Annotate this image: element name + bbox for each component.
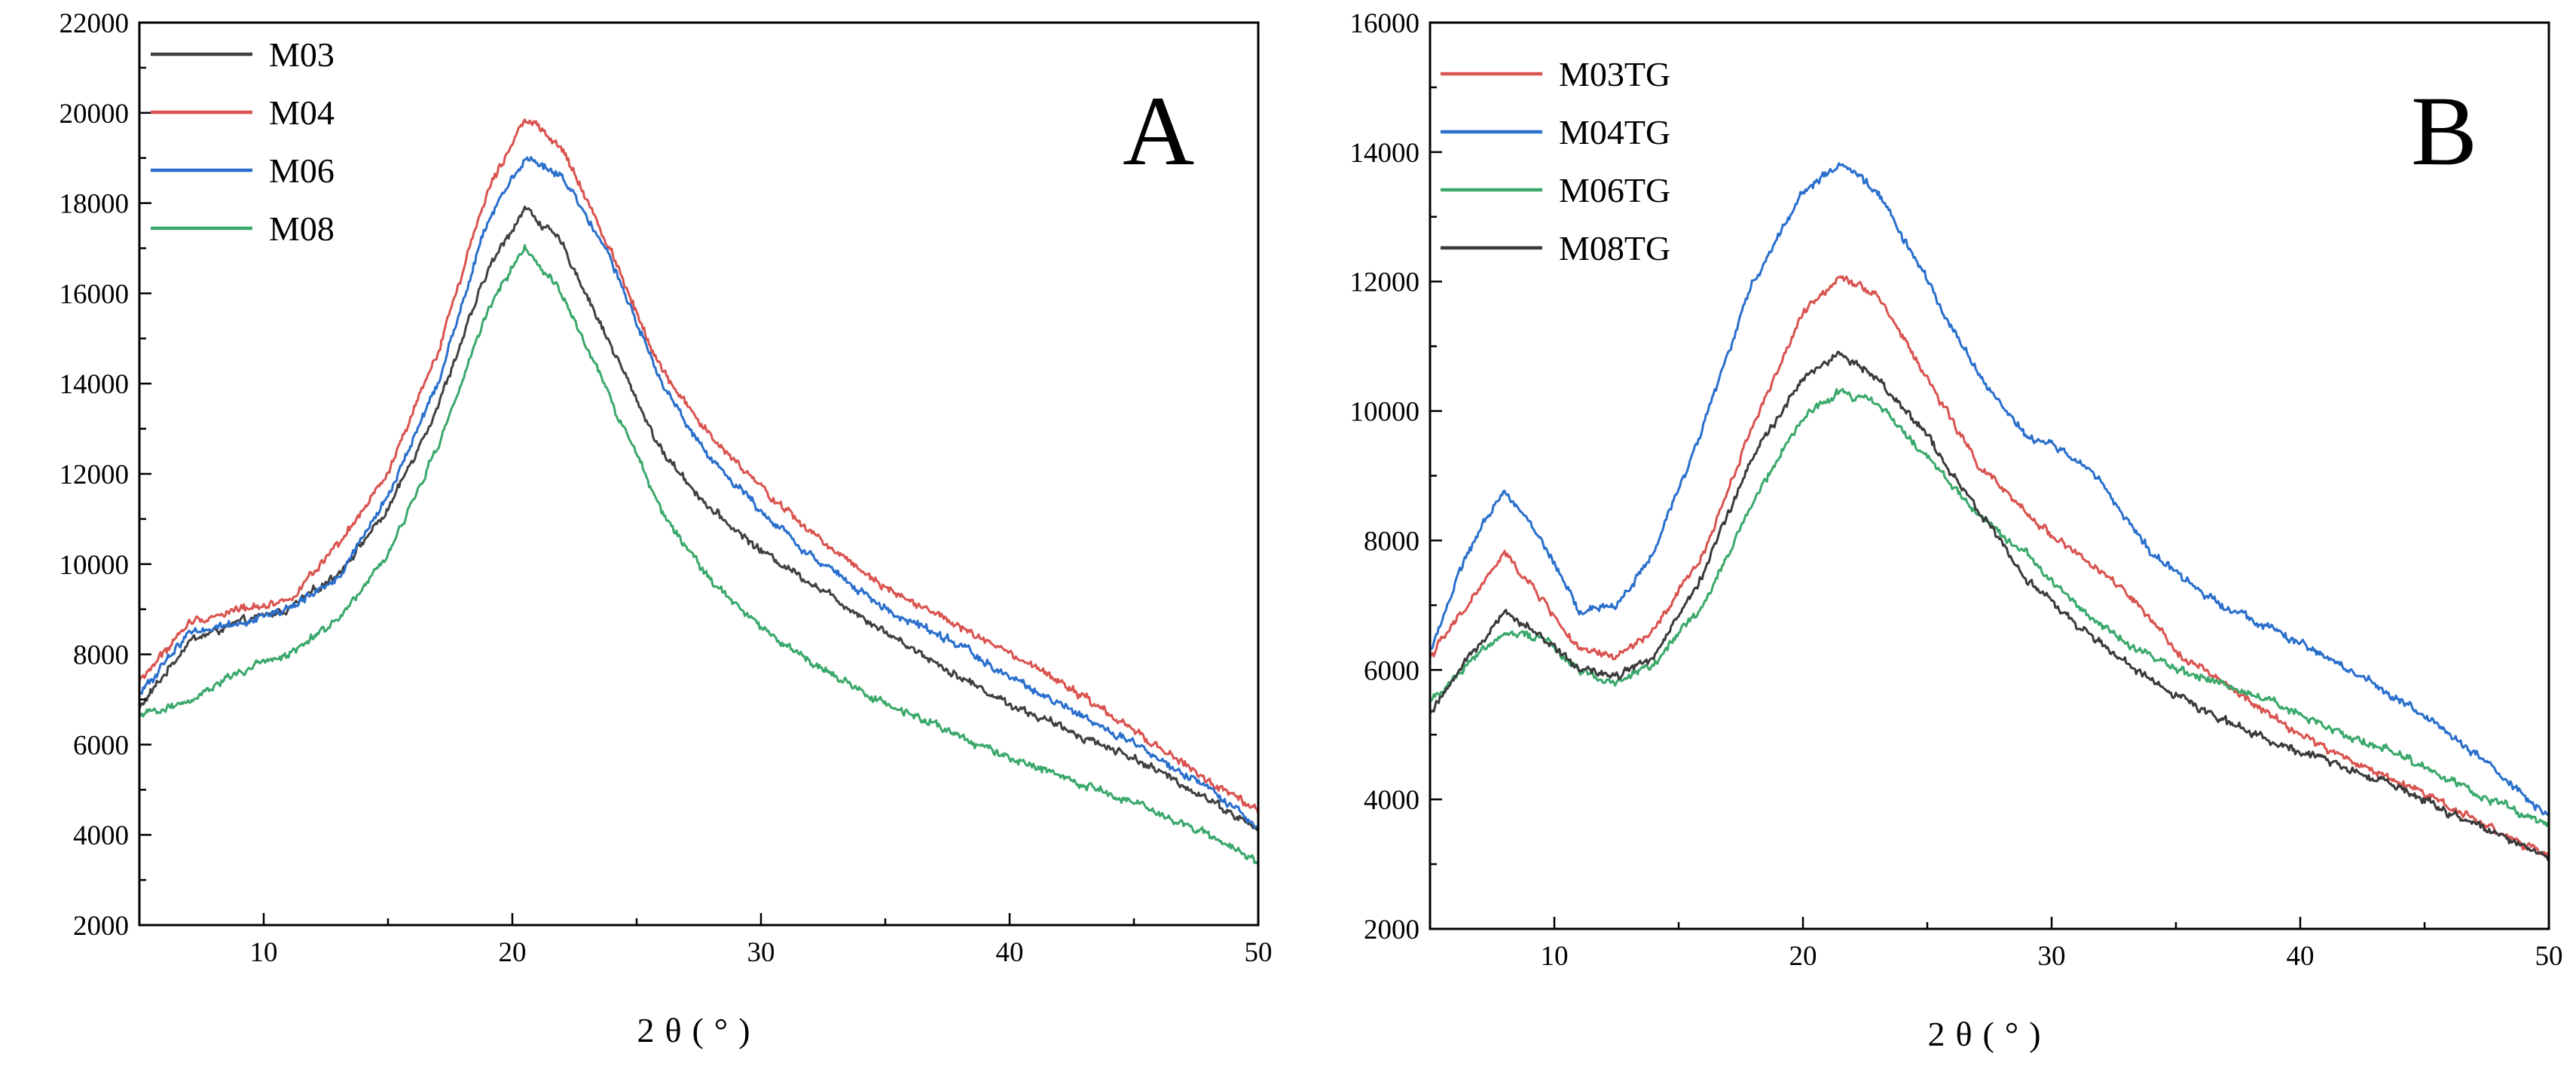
x-tick-label: 20: [499, 937, 527, 968]
legend-label-m08tg: M08TG: [1559, 229, 1670, 267]
series-line-m08: [139, 244, 1259, 865]
y-tick-label: 22000: [60, 8, 130, 39]
y-tick-label: 6000: [1364, 655, 1419, 686]
legend-label-m06tg: M06TG: [1559, 171, 1670, 209]
y-tick-label: 14000: [1350, 138, 1420, 169]
y-tick-label: 14000: [60, 369, 130, 400]
y-tick-label: 10000: [1350, 397, 1420, 428]
y-tick-label: 8000: [73, 640, 129, 671]
series-line-m03tg: [1429, 275, 2550, 858]
panel-label: B: [2411, 75, 2477, 186]
y-tick-label: 12000: [60, 460, 130, 490]
legend-label-m03tg: M03TG: [1559, 55, 1670, 93]
y-tick-label: 4000: [73, 820, 129, 851]
x-tick-label: 20: [1789, 941, 1817, 972]
series-line-m06: [139, 156, 1259, 829]
y-tick-label: 6000: [73, 730, 129, 761]
series-line-m03: [138, 205, 1260, 832]
chart-panel-b: 10 20 30 40 50 2000 4000 6000 8000 10000 12000 1400…: [1350, 8, 2563, 1053]
x-tick-label: 50: [1245, 937, 1273, 968]
x-tick-label: 10: [250, 937, 278, 968]
y-tick-label: 18000: [60, 189, 130, 220]
x-tick-label: 10: [1541, 941, 1569, 972]
x-axis-title: 2θ(°): [1927, 1015, 2051, 1053]
y-tick-label: 2000: [1364, 915, 1419, 945]
x-tick-label: 30: [747, 937, 775, 968]
legend-label-m04: M04: [269, 93, 335, 132]
chart-panel-a: 10 20 30 40 50 2000 4000 6000 8000 10000 12000 1400…: [60, 8, 1273, 1049]
x-tick-label: 40: [2287, 941, 2315, 972]
x-tick-label: 40: [996, 937, 1024, 968]
y-tick-label: 12000: [1350, 267, 1420, 298]
y-tick-label: 10000: [60, 550, 130, 581]
y-tick-label: 16000: [60, 279, 130, 310]
legend-label-m06: M06: [269, 151, 335, 190]
series-line-m04: [138, 118, 1260, 814]
plot-frame: [1429, 21, 2550, 930]
legend: M03 M04 M06 M08: [151, 35, 335, 248]
y-tick-label: 20000: [60, 99, 130, 130]
legend-label-m08: M08: [269, 209, 335, 248]
y-tick-label: 16000: [1350, 8, 1420, 39]
y-tick-label: 8000: [1364, 526, 1419, 557]
y-tick-label: 2000: [73, 911, 129, 942]
series-line-m04tg: [1429, 162, 2550, 817]
legend: M03TG M04TG M06TG M08TG: [1441, 55, 1670, 267]
legend-label-m04tg: M04TG: [1559, 113, 1670, 151]
panel-label: A: [1123, 75, 1194, 186]
x-tick-label: 30: [2038, 941, 2066, 972]
x-axis-title: 2θ(°): [637, 1011, 760, 1049]
series-line-m06tg: [1429, 387, 2550, 827]
x-tick-label: 50: [2535, 941, 2563, 972]
series-line-m08tg: [1429, 350, 2550, 863]
y-tick-label: 4000: [1364, 785, 1419, 816]
legend-label-m03: M03: [269, 35, 335, 74]
